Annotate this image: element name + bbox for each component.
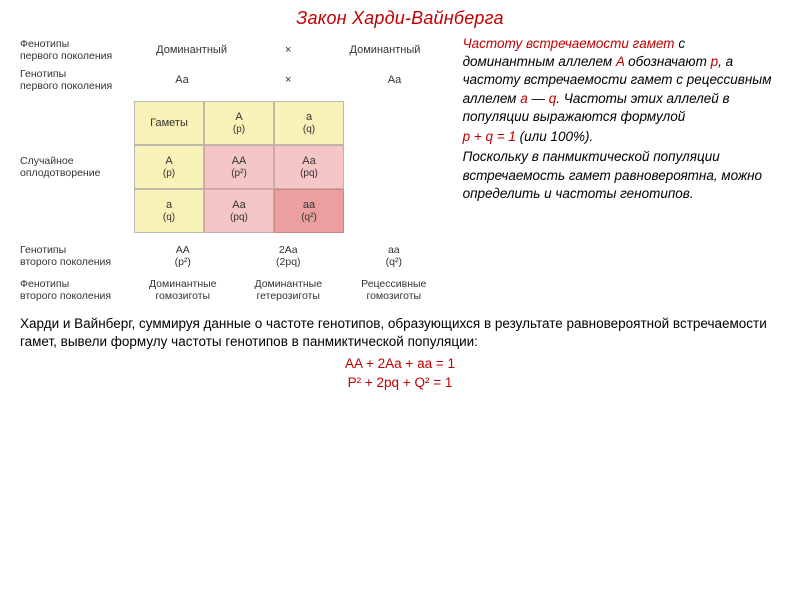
row-label: Фенотипы второго поколения — [20, 278, 130, 302]
cell-main: A — [235, 111, 242, 124]
left-table-area: Фенотипы первого поколения Доминантный ×… — [20, 35, 447, 305]
cell-sub: (p²) — [231, 168, 247, 180]
cell-main: aa — [303, 199, 315, 212]
formula-line-1: AA + 2Aa + aa = 1 — [20, 355, 780, 373]
col-top: aa — [341, 244, 447, 256]
row-label: Фенотипы первого поколения — [20, 38, 130, 62]
row-body: AA (p²) 2Aa (2pq) aa (q²) — [130, 244, 447, 268]
cell-main: a — [306, 111, 312, 124]
genotype-left: Aa — [175, 74, 188, 86]
lower-text: Харди и Вайнберг, суммируя данные о част… — [20, 315, 780, 392]
dominant-right: Доминантный — [350, 44, 421, 56]
genotype-formulae: AA + 2Aa + aa = 1 P² + 2pq + Q² = 1 — [20, 355, 780, 391]
cell-main: a — [166, 199, 172, 212]
cell-sub: (p) — [163, 168, 175, 180]
cell-main: Aa — [232, 199, 245, 212]
grid-cell-AA: AA (p²) — [204, 145, 274, 189]
cell-sub: (pq) — [300, 168, 318, 180]
right-paragraph-2: Поскольку в панмиктической популяции вст… — [463, 148, 780, 203]
cell-sub: (pq) — [230, 212, 248, 224]
row-body: Доминантный × Доминантный — [130, 44, 447, 56]
gen2-col-AA: AA (p²) — [130, 244, 236, 268]
cell-sub: (q) — [303, 124, 315, 136]
slide: Закон Харди-Вайнберга Фенотипы первого п… — [0, 0, 800, 600]
grid-cell-A-row: A (p) — [134, 145, 204, 189]
dominant-left: Доминантный — [156, 44, 227, 56]
genotype-right: Aa — [388, 74, 401, 86]
row-label: Генотипы первого поколения — [20, 68, 130, 92]
page-title: Закон Харди-Вайнберга — [20, 8, 780, 29]
right-formula-line: p + q = 1 (или 100%). — [463, 128, 780, 146]
col-top: AA — [130, 244, 236, 256]
allele-a: a — [520, 91, 528, 106]
cell-sub: (q²) — [301, 212, 317, 224]
row-body: Доминантные гомозиготы Доминантные гетер… — [130, 278, 447, 302]
gen2-col-2Aa: 2Aa (2pq) — [236, 244, 342, 268]
col-bot: (p²) — [130, 256, 236, 268]
col-bot: (q²) — [341, 256, 447, 268]
cell-main: Гаметы — [150, 117, 188, 130]
txt: обозначают — [624, 54, 710, 69]
cross-symbol: × — [279, 74, 297, 86]
phen2-col-1: Доминантные гомозиготы — [130, 278, 236, 302]
row-phenotypes-1: Фенотипы первого поколения Доминантный ×… — [20, 35, 447, 65]
row-genotypes-2: Генотипы второго поколения AA (p²) 2Aa (… — [20, 241, 447, 271]
cell-main: AA — [232, 155, 247, 168]
cell-sub: (p) — [233, 124, 245, 136]
formula-line-2: P² + 2pq + Q² = 1 — [20, 374, 780, 392]
grid-cell-a-col: a (q) — [274, 101, 344, 145]
phen2-col-3: Рецессивные гомозиготы — [341, 278, 447, 302]
grid-cell-aa: aa (q²) — [274, 189, 344, 233]
txt: — — [528, 91, 549, 106]
row-genotypes-1: Генотипы первого поколения Aa × Aa — [20, 65, 447, 95]
sym-p: p — [711, 54, 719, 69]
cell-sub: (q) — [163, 212, 175, 224]
random-fert-label: Случайное оплодотворение — [20, 155, 130, 179]
grid-cell-A-col: A (p) — [204, 101, 274, 145]
right-paragraph-1: Частоту встречаемости гамет с доминантны… — [463, 35, 780, 126]
hl-gamete-freq: Частоту встречаемости гамет — [463, 36, 675, 51]
grid-cell-gametes: Гаметы — [134, 101, 204, 145]
right-text: Частоту встречаемости гамет с доминантны… — [463, 35, 780, 305]
cross-symbol: × — [279, 44, 297, 56]
txt: (или 100%). — [516, 129, 593, 144]
col-top: 2Aa — [236, 244, 342, 256]
row-phenotypes-2: Фенотипы второго поколения Доминантные г… — [20, 275, 447, 305]
row-label: Генотипы второго поколения — [20, 244, 130, 268]
cell-main: Aa — [302, 155, 315, 168]
row-body: Aa × Aa — [130, 74, 447, 86]
lower-paragraph: Харди и Вайнберг, суммируя данные о част… — [20, 315, 780, 351]
grid-cell-a-row: a (q) — [134, 189, 204, 233]
cell-main: A — [165, 155, 172, 168]
upper-columns: Фенотипы первого поколения Доминантный ×… — [20, 35, 780, 305]
punnett-area: Случайное оплодотворение Гаметы A (p) a … — [20, 101, 447, 233]
grid-cell-Aa-2: Aa (pq) — [204, 189, 274, 233]
phen2-col-2: Доминантные гетерозиготы — [236, 278, 342, 302]
formula-pq1: p + q = 1 — [463, 129, 516, 144]
grid-cell-Aa-1: Aa (pq) — [274, 145, 344, 189]
col-bot: (2pq) — [236, 256, 342, 268]
gen2-col-aa: aa (q²) — [341, 244, 447, 268]
punnett-grid: Гаметы A (p) a (q) A (p) AA — [134, 101, 344, 233]
